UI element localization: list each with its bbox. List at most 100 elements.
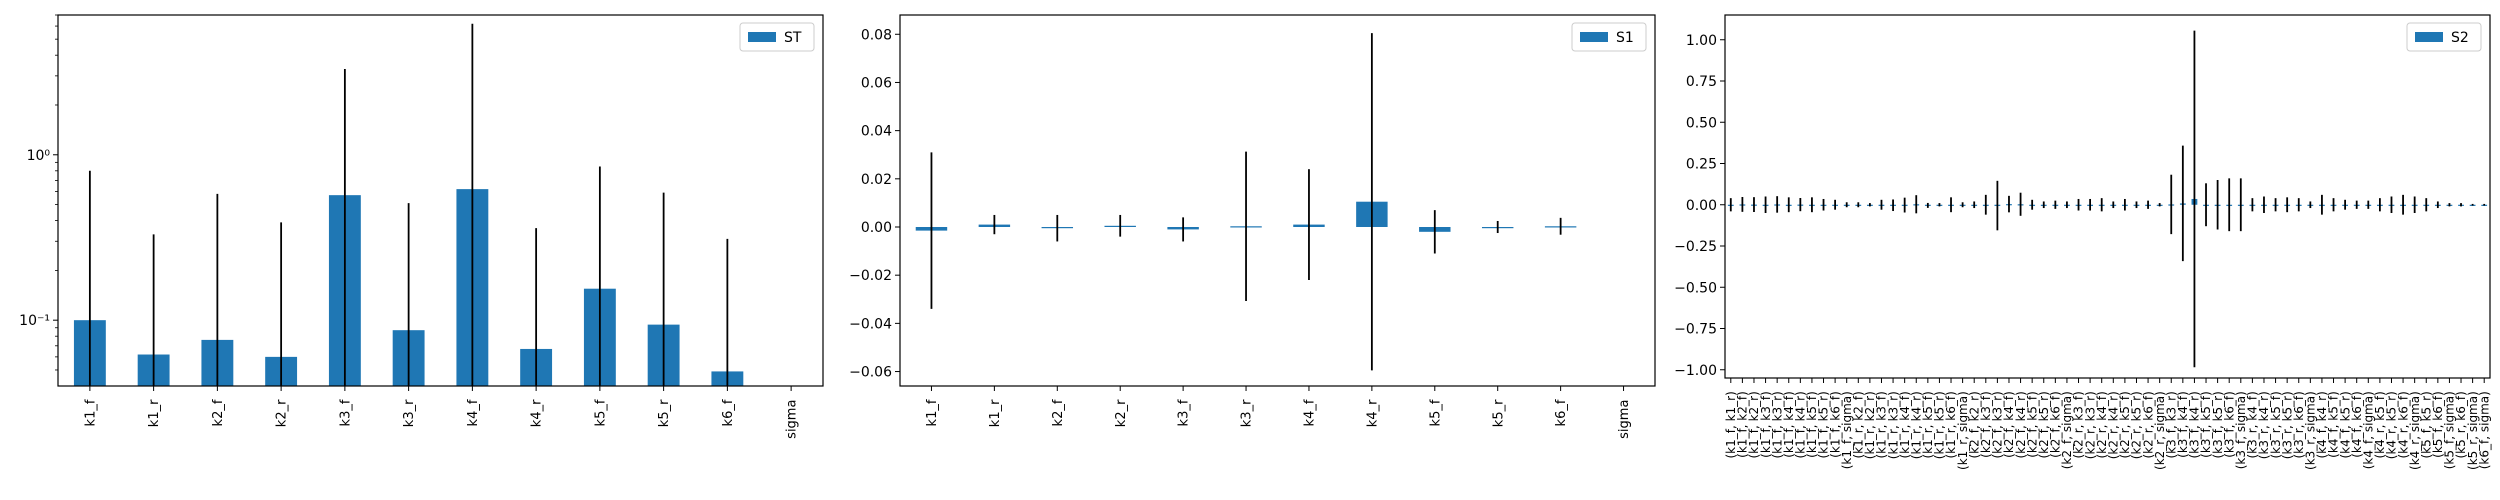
x-tick-label: (k1_r, k2_r) — [1863, 391, 1877, 459]
x-tick-label: (k3_r, k4_r) — [2257, 391, 2271, 459]
chart-panel-1: 10⁻¹ 10⁰ k1_f k1_r k2_f k2_r k3_f k3_r k4_f k4_r k… — [19, 14, 824, 439]
x-tick-label: (k3_r, k4_f) — [2246, 391, 2260, 458]
x-tick-label: (k1_f, sigma) — [1840, 391, 1854, 469]
x-tick-label: (k1_r, k2_f) — [1851, 391, 1865, 458]
x-tick-label: (k4_r, k5_r) — [2385, 391, 2399, 459]
x-tick-label: (k3_f, sigma) — [2234, 391, 2248, 469]
x-tick-label: (k3_r, sigma) — [2304, 391, 2318, 470]
x-tick-label: (k2_r, k4_f) — [2095, 391, 2109, 458]
x-tick-label: (k2_f, k2_r) — [1967, 391, 1981, 458]
x-tick-label: k5_r — [657, 399, 672, 427]
y-tick-label: 0.25 — [1686, 157, 1717, 173]
x-tick-label: (k3_f, k6_f) — [2222, 391, 2236, 458]
x-tick-label: (k4_f, k6_f) — [2350, 391, 2364, 458]
x-tick-label: (k5_f, sigma) — [2443, 391, 2457, 469]
x-tick-label: (k1_r, k4_f) — [1898, 391, 1912, 458]
x-tick-label: k1_r — [988, 399, 1003, 427]
x-tick-label: (k2_f, k4_r) — [2014, 391, 2028, 458]
x-tick-label: (k5_r, sigma) — [2466, 391, 2480, 470]
x-tick-label: k4_f — [466, 399, 481, 426]
x-tick-label: (k3_f, k5_r) — [2211, 391, 2225, 458]
x-tick-label: k3_f — [1177, 399, 1192, 426]
y-tick-label: 0.02 — [861, 172, 892, 188]
x-tick-label: (k1_r, k3_r) — [1886, 391, 1900, 459]
x-tick-label: (k2_f, k4_f) — [2002, 391, 2016, 458]
x-tick-label: (k3_r, k5_f) — [2269, 391, 2283, 458]
axes-frame — [1724, 14, 2491, 379]
x-tick-label: (k2_r, k3_f) — [2072, 391, 2086, 458]
x-tick-label: (k1_f, k2_r) — [1747, 391, 1761, 458]
x-tick-label: (k1_r, sigma) — [1956, 391, 1970, 470]
x-tick-label: (k3_f, k3_r) — [2164, 391, 2178, 458]
x-tick-label: (k2_r, k4_r) — [2106, 391, 2120, 459]
x-tick-label: (k2_f, sigma) — [2060, 391, 2074, 469]
x-tick-label: k3_r — [402, 399, 417, 427]
y-tick-label: 1.00 — [1686, 33, 1717, 49]
chart-panel-3: −1.00 −0.75 −0.50 −0.25 0.00 0.25 0.50 0.75 1.00… — [1674, 14, 2491, 470]
x-tick-label: (k1_f, k5_r) — [1817, 391, 1831, 458]
x-tick-label: k3_f — [338, 399, 353, 426]
x-tick-label: sigma — [785, 400, 800, 439]
legend-box — [1571, 22, 1647, 52]
x-tick-label: (k2_f, k3_f) — [1979, 391, 1993, 458]
chart-panel-2: −0.06 −0.04 −0.02 0.00 0.02 0.04 0.06 0.08 k1_f k… — [849, 14, 1656, 439]
x-tick-label: (k1_r, k3_f) — [1875, 391, 1889, 458]
y-tick-label: −0.75 — [1674, 322, 1717, 338]
y-tick-label: 0.08 — [861, 27, 892, 43]
x-tick-label: (k4_r, sigma) — [2408, 391, 2422, 470]
x-tick-label: (k4_f, sigma) — [2361, 391, 2375, 469]
x-tick-label: k5_r — [1491, 399, 1506, 427]
y-tick-label: 0.06 — [861, 75, 892, 91]
x-tick-label: k5_f — [593, 399, 608, 426]
legend-swatch — [748, 32, 776, 42]
x-tick-label: (k1_f, k1_r) — [1724, 391, 1738, 458]
x-tick-label: (k3_f, k5_f) — [2199, 391, 2213, 458]
y-tick-label: −0.25 — [1674, 239, 1717, 255]
x-tick-label: (k2_r, k5_r) — [2130, 391, 2144, 459]
x-tick-label: (k3_f, k4_f) — [2176, 391, 2190, 458]
legend-box — [2406, 22, 2482, 52]
x-tick-label: k4_f — [1303, 399, 1318, 426]
x-tick-label: (k2_f, k3_r) — [1991, 391, 2005, 458]
y-tick-label: 0.75 — [1686, 74, 1717, 90]
x-tick-label: k1_r — [147, 399, 162, 427]
x-tick-label: (k1_f, k4_r) — [1794, 391, 1808, 458]
y-tick-label: 10⁻¹ — [19, 313, 50, 329]
x-tick-label: (k6_f, sigma) — [2477, 391, 2491, 469]
legend: S2 — [2406, 22, 2482, 52]
x-tick-label: k1_f — [925, 399, 940, 426]
x-tick-label: (k1_f, k5_f) — [1805, 391, 1819, 458]
legend: S1 — [1571, 22, 1647, 52]
x-tick-label: k2_r — [1114, 399, 1129, 427]
x-tick-label: (k1_r, k5_r) — [1933, 391, 1947, 459]
x-tick-label: (k2_f, k5_f) — [2025, 391, 2039, 458]
axes-frame — [57, 14, 824, 387]
x-tick-label: (k5_f, k6_f) — [2431, 391, 2445, 458]
x-tick-label: (k5_r, k6_f) — [2454, 391, 2468, 458]
y-tick-label: −0.04 — [849, 316, 892, 332]
x-tick-label: (k1_r, k4_r) — [1909, 391, 1923, 459]
legend: ST — [739, 22, 815, 52]
x-tick-label: (k2_r, sigma) — [2153, 391, 2167, 470]
x-tick-label: (k4_f, k5_f) — [2327, 391, 2341, 458]
x-tick-label: (k4_r, k6_f) — [2396, 391, 2410, 458]
legend-box — [739, 22, 815, 52]
legend-label: S2 — [2451, 30, 2469, 46]
x-tick-label: k5_f — [1428, 399, 1443, 426]
x-tick-label: (k1_r, k5_f) — [1921, 391, 1935, 458]
x-tick-label: k3_r — [1240, 399, 1255, 427]
y-tick-label: 0.04 — [861, 124, 892, 140]
x-tick-label: (k3_f, k4_r) — [2188, 391, 2202, 458]
x-tick-label: (k1_f, k3_r) — [1770, 391, 1784, 458]
y-tick-label: −0.02 — [849, 268, 892, 284]
x-tick-label: k6_f — [1554, 399, 1569, 426]
y-tick-label: 0.00 — [1686, 198, 1717, 214]
x-tick-label: (k2_f, k5_r) — [2037, 391, 2051, 458]
legend-label: ST — [784, 30, 802, 46]
x-tick-label: (k2_r, k3_r) — [2083, 391, 2097, 459]
x-tick-label: (k2_r, k5_f) — [2118, 391, 2132, 458]
legend-swatch — [1580, 32, 1608, 42]
axes-frame — [899, 14, 1656, 387]
x-tick-label: (k1_f, k4_f) — [1782, 391, 1796, 458]
x-tick-label: (k2_r, k6_f) — [2141, 391, 2155, 458]
